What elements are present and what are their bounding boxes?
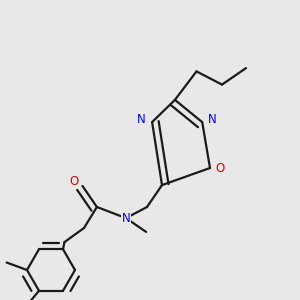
Text: O: O	[216, 161, 225, 175]
Text: O: O	[69, 175, 78, 188]
Text: N: N	[208, 112, 217, 126]
Text: N: N	[122, 212, 130, 225]
Text: N: N	[137, 112, 146, 126]
